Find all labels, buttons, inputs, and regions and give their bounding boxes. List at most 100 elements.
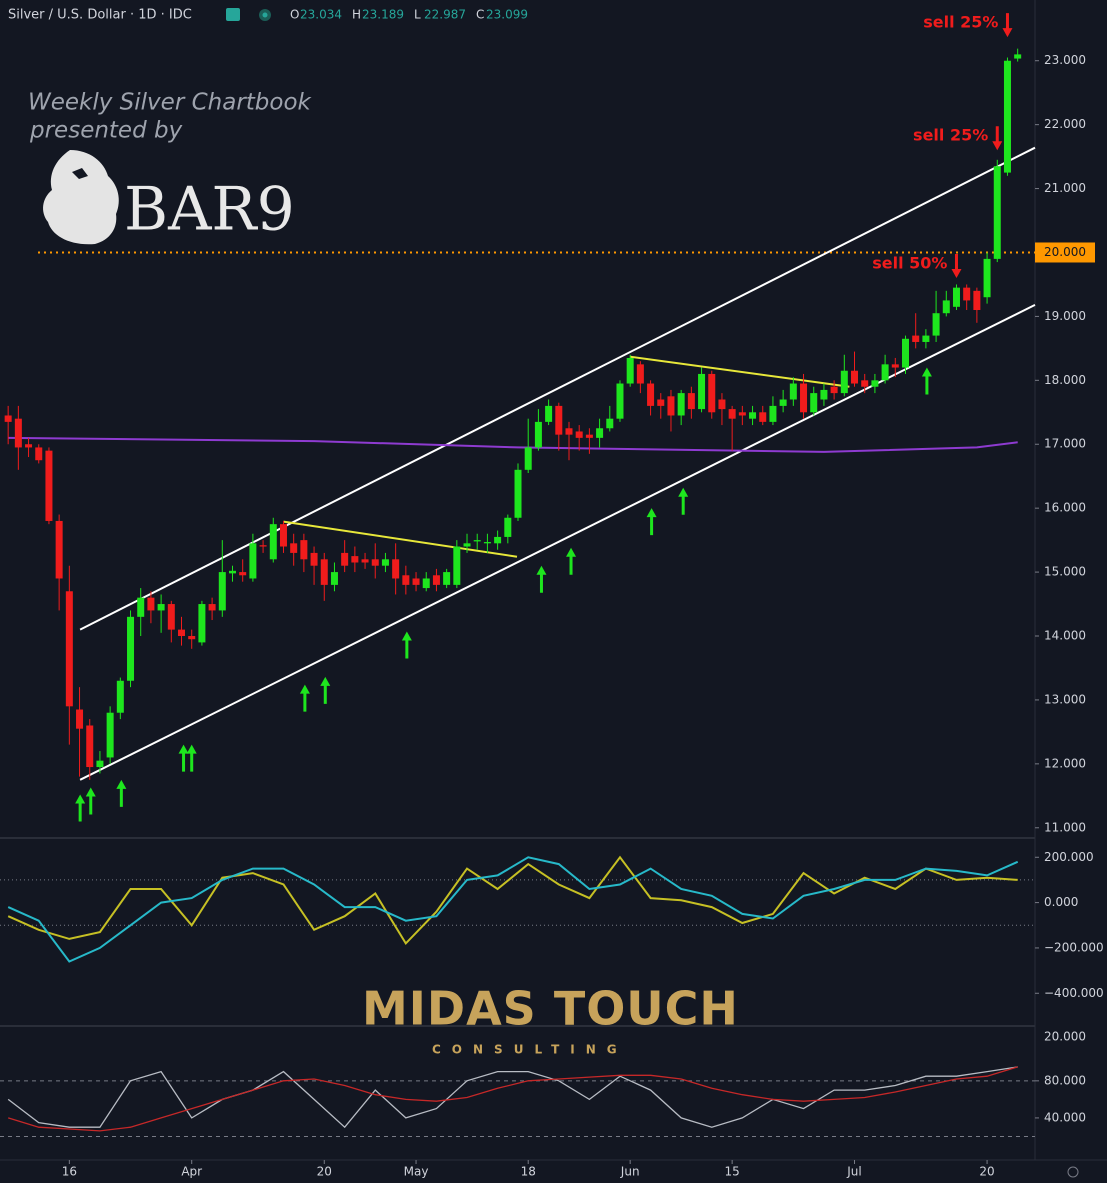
y-tick-label: −400.000 xyxy=(1044,986,1104,1000)
candle-body xyxy=(667,396,675,416)
sell-label: sell 25% xyxy=(913,126,988,145)
candle-body xyxy=(65,591,73,707)
ohlc-value: 23.099 xyxy=(486,8,528,22)
candle-body xyxy=(575,431,583,438)
price-line-label: 20.000 xyxy=(1044,245,1086,259)
y-tick-label: 40.000 xyxy=(1044,1110,1086,1124)
y-tick-label: 14.000 xyxy=(1044,629,1086,643)
candle-body xyxy=(371,559,379,566)
company-logo: MIDAS TOUCH xyxy=(362,982,739,1036)
indicator-line xyxy=(7,855,1018,946)
sell-arrow xyxy=(1002,13,1013,38)
candle-body xyxy=(86,725,94,768)
candle-body xyxy=(45,450,53,521)
ohlc-label: O xyxy=(290,8,299,22)
candle-body xyxy=(983,258,991,298)
candle-body xyxy=(728,409,736,419)
candle-body xyxy=(759,412,767,422)
candle-body xyxy=(565,428,573,435)
trend-line xyxy=(630,355,850,388)
candle-body xyxy=(698,373,706,410)
candle-body xyxy=(208,604,216,611)
candle-body xyxy=(147,597,155,611)
candle-body xyxy=(657,399,665,406)
candle-body xyxy=(351,556,359,563)
candle-body xyxy=(96,760,104,768)
candle-body xyxy=(718,399,726,410)
y-tick-label: 18.000 xyxy=(1044,373,1086,387)
candle-body xyxy=(932,313,940,336)
sell-arrow xyxy=(951,254,962,279)
candle-body xyxy=(851,370,859,384)
indicator-line xyxy=(7,856,1019,963)
candle-body xyxy=(330,572,338,585)
candle-body xyxy=(116,680,124,713)
indicator-line xyxy=(8,1066,1018,1132)
candle-body xyxy=(137,597,145,617)
candle-body xyxy=(677,393,685,416)
candle-body xyxy=(1003,60,1011,173)
candle-body xyxy=(341,552,349,566)
buy-arrow xyxy=(678,487,689,515)
candle-body xyxy=(473,540,481,542)
y-tick-label: 23.000 xyxy=(1044,53,1086,67)
candle-body xyxy=(830,386,838,394)
candle-body xyxy=(820,389,828,400)
ohlc-value: 22.987 xyxy=(424,8,466,22)
y-tick-label: 0.000 xyxy=(1044,895,1078,909)
buy-arrow xyxy=(178,744,189,772)
candle-body xyxy=(952,287,960,307)
ohlc-value: 23.189 xyxy=(362,8,404,22)
y-tick-label: 12.000 xyxy=(1044,756,1086,770)
buy-arrow xyxy=(85,787,96,815)
candle-body xyxy=(198,604,206,643)
trend-line xyxy=(79,146,1036,631)
x-tick-label: 18 xyxy=(521,1165,536,1179)
candle-body xyxy=(320,559,328,585)
candle-body xyxy=(167,604,175,630)
candle-body xyxy=(647,383,655,406)
flag-icon[interactable] xyxy=(226,8,240,21)
buy-arrow xyxy=(401,631,412,659)
candle-body xyxy=(402,575,410,585)
candle-body xyxy=(483,542,491,544)
candle-body xyxy=(585,434,593,438)
brand-logo: BAR9 xyxy=(124,175,295,245)
candle-body xyxy=(259,545,267,547)
buy-arrow xyxy=(646,508,657,536)
candle-body xyxy=(290,543,298,553)
candle-body xyxy=(912,335,920,342)
buy-arrow xyxy=(116,779,127,807)
candle-body xyxy=(279,524,287,547)
settings-icon[interactable] xyxy=(1067,1166,1079,1178)
y-tick-label: 22.000 xyxy=(1044,117,1086,131)
candle-body xyxy=(687,393,695,410)
candle-body xyxy=(871,380,879,387)
candle-body xyxy=(55,520,63,579)
candle-body xyxy=(963,287,971,301)
candle-body xyxy=(453,546,461,585)
candle-body xyxy=(738,412,746,416)
trend-line xyxy=(8,436,1018,453)
candle-body xyxy=(494,536,502,544)
candle-body xyxy=(901,338,909,368)
watermark-line: presented by xyxy=(29,118,183,144)
sell-label: sell 50% xyxy=(872,254,947,273)
candle-body xyxy=(606,418,614,429)
candle-body xyxy=(228,570,236,574)
ohlc-label: L xyxy=(414,8,421,22)
sell-arrow xyxy=(992,126,1003,151)
candle-body xyxy=(35,447,43,461)
pane-top-label: 20.000 xyxy=(1044,1030,1086,1044)
buy-arrow xyxy=(186,744,197,772)
candle-body xyxy=(626,357,634,384)
candle-body xyxy=(361,559,369,563)
candle-body xyxy=(881,364,889,381)
candle-body xyxy=(432,575,440,585)
candle-body xyxy=(504,517,512,537)
symbol-title: Silver / U.S. Dollar · 1D · IDC xyxy=(8,8,192,23)
company-tagline: CONSULTING xyxy=(432,1043,628,1057)
candle-body xyxy=(412,578,420,585)
